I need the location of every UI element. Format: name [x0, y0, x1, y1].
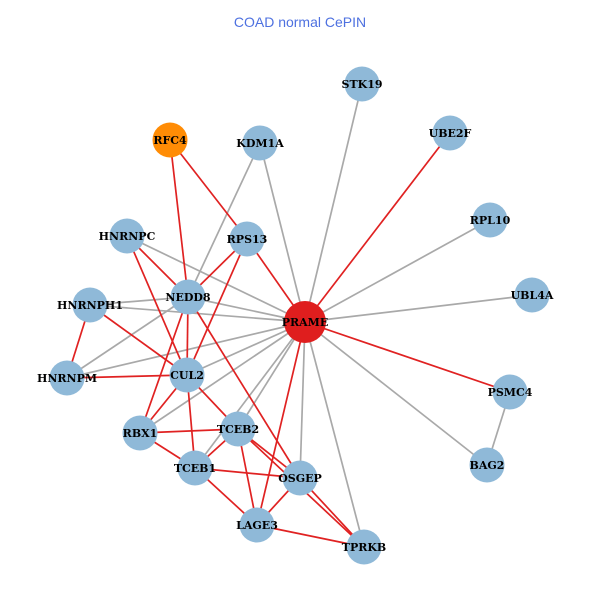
node-stk19 [344, 66, 380, 102]
edge-HNRNPH1-CUL2 [89, 304, 188, 376]
node-rfc4 [152, 122, 188, 158]
edge-OSGEP-PRAME [299, 321, 306, 479]
node-ubl4a [514, 277, 550, 313]
node-hnrnpm [49, 360, 85, 396]
edge-RPL10-PRAME [304, 219, 491, 323]
node-label-nedd8: NEDD8 [165, 291, 211, 304]
edge-LAGE3-TPRKB [256, 524, 365, 548]
edge-TCEB1-PRAME [194, 321, 306, 469]
edge-RFC4-RPS13 [169, 139, 248, 240]
node-hnrnph1 [72, 287, 108, 323]
edge-HNRNPM-CUL2 [66, 374, 188, 379]
node-label-tceb2: TCEB2 [217, 423, 259, 436]
edge-RBX1-PRAME [139, 321, 306, 434]
node-prame [284, 301, 326, 343]
node-kdm1a [242, 125, 278, 161]
edge-BAG2-PRAME [304, 321, 488, 466]
edge-KDM1A-NEDD8 [187, 142, 261, 298]
node-cul2 [169, 357, 205, 393]
edge-CUL2-PRAME [186, 321, 306, 376]
node-label-kdm1a: KDM1A [236, 137, 284, 150]
node-hnrnpc [109, 218, 145, 254]
edge-RFC4-NEDD8 [169, 139, 189, 298]
node-tceb2 [220, 411, 256, 447]
node-label-cul2: CUL2 [170, 369, 204, 382]
edge-PRAME-UBE2F [304, 132, 451, 323]
node-label-ube2f: UBE2F [429, 127, 472, 140]
edge-HNRNPM-NEDD8 [66, 296, 189, 379]
edge-UBL4A-PRAME [304, 294, 533, 323]
node-rbx1 [122, 415, 158, 451]
plot-title: COAD normal CePIN [233, 14, 367, 30]
node-tprkb [346, 529, 382, 565]
edge-RPS13-CUL2 [186, 238, 248, 376]
node-label-psmc4: PSMC4 [488, 386, 533, 399]
node-tceb1 [177, 450, 213, 486]
node-label-ubl4a: UBL4A [511, 289, 554, 302]
node-nedd8 [170, 279, 206, 315]
node-psmc4 [492, 374, 528, 410]
node-lage3 [239, 507, 275, 543]
edge-HNRNPC-CUL2 [126, 235, 188, 376]
node-label-rpl10: RPL10 [470, 214, 511, 227]
node-label-osgep: OSGEP [278, 472, 322, 485]
node-bag2 [469, 447, 505, 483]
node-rps13 [229, 221, 265, 257]
node-label-tprkb: TPRKB [342, 541, 386, 554]
edge-KDM1A-PRAME [259, 142, 306, 323]
node-label-lage3: LAGE3 [236, 519, 278, 532]
edge-NEDD8-OSGEP [187, 296, 301, 479]
edge-TCEB2-PRAME [237, 321, 306, 430]
node-label-hnrnpc: HNRNPC [99, 230, 156, 243]
edge-PRAME-LAGE3 [256, 321, 306, 526]
node-label-rbx1: RBX1 [123, 427, 158, 440]
node-label-stk19: STK19 [342, 78, 383, 91]
edge-STK19-PRAME [304, 83, 363, 323]
edge-HNRNPM-PRAME [66, 321, 306, 379]
node-label-prame: PRAME [282, 316, 329, 329]
edge-NEDD8-RBX1 [139, 296, 189, 434]
node-label-rfc4: RFC4 [153, 134, 187, 147]
node-label-rps13: RPS13 [227, 233, 268, 246]
node-osgep [282, 460, 318, 496]
node-label-tceb1: TCEB1 [174, 462, 216, 475]
edge-TPRKB-PRAME [304, 321, 365, 548]
edge-PRAME-PSMC4 [304, 321, 511, 393]
edge-HNRNPC-PRAME [126, 235, 306, 323]
node-ube2f [432, 115, 468, 151]
node-label-bag2: BAG2 [470, 459, 505, 472]
node-rpl10 [472, 202, 508, 238]
node-label-hnrnpm: HNRNPM [37, 372, 97, 385]
node-label-hnrnph1: HNRNPH1 [57, 299, 123, 312]
